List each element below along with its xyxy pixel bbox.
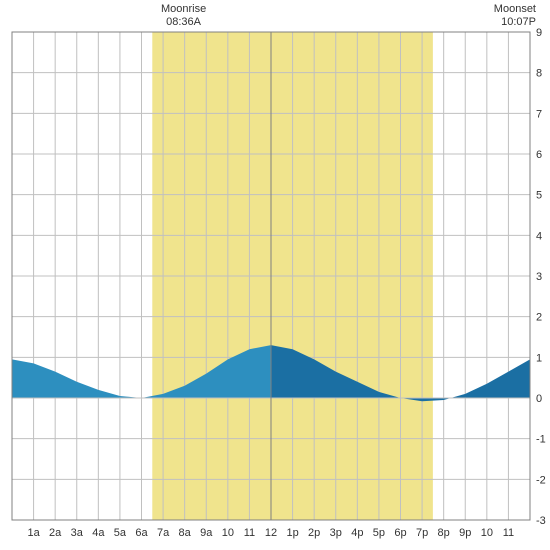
moonrise-time: 08:36A — [161, 16, 206, 29]
y-tick-label: 0 — [536, 393, 542, 405]
y-tick-label: -1 — [536, 434, 546, 446]
x-tick-label: 12 — [265, 527, 277, 539]
x-tick-label: 7p — [416, 527, 428, 539]
x-tick-label: 11 — [244, 527, 255, 539]
moonset-title: Moonset — [494, 3, 536, 16]
x-tick-label: 7a — [157, 527, 170, 539]
y-tick-label: 6 — [536, 149, 542, 161]
x-tick-label: 9a — [200, 527, 213, 539]
x-tick-label: 6p — [394, 527, 406, 539]
y-tick-label: -3 — [536, 515, 546, 527]
moonset-time: 10:07P — [494, 16, 536, 29]
x-tick-label: 4a — [92, 527, 105, 539]
x-tick-label: 4p — [351, 527, 363, 539]
moonrise-label: Moonrise 08:36A — [161, 3, 206, 29]
x-tick-label: 6a — [135, 527, 148, 539]
x-tick-label: 5a — [114, 527, 127, 539]
x-tick-label: 10 — [481, 527, 493, 539]
moonset-label: Moonset 10:07P — [494, 3, 536, 29]
moonrise-title: Moonrise — [161, 3, 206, 16]
x-tick-label: 2a — [49, 527, 62, 539]
x-tick-label: 5p — [373, 527, 385, 539]
x-tick-label: 2p — [308, 527, 320, 539]
y-tick-label: 5 — [536, 190, 542, 202]
y-tick-label: 4 — [536, 230, 542, 242]
y-tick-label: 1 — [536, 352, 542, 364]
x-tick-label: 1a — [27, 527, 40, 539]
x-tick-label: 11 — [503, 527, 514, 539]
y-tick-label: 7 — [536, 108, 542, 120]
chart-svg: 1a2a3a4a5a6a7a8a9a1011121p2p3p4p5p6p7p8p… — [0, 0, 550, 550]
y-tick-label: -2 — [536, 474, 546, 486]
y-tick-label: 8 — [536, 68, 542, 80]
x-tick-label: 3a — [71, 527, 84, 539]
x-tick-label: 1p — [286, 527, 298, 539]
x-tick-label: 8a — [179, 527, 192, 539]
x-tick-label: 9p — [459, 527, 471, 539]
y-tick-label: 9 — [536, 27, 542, 39]
x-tick-label: 10 — [222, 527, 234, 539]
x-tick-label: 3p — [330, 527, 342, 539]
x-tick-label: 8p — [438, 527, 450, 539]
y-tick-label: 3 — [536, 271, 542, 283]
tide-chart: Moonrise 08:36A Moonset 10:07P 1a 2a 3a 4a 5… — [0, 0, 550, 550]
y-tick-label: 2 — [536, 312, 542, 324]
